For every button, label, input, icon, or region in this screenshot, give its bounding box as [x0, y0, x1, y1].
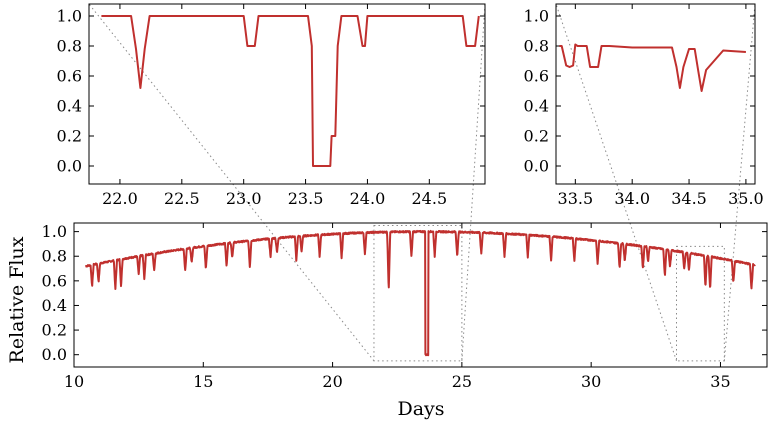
main-series-line [84, 229, 756, 357]
y-tick-label: 0.2 [42, 321, 67, 340]
inset-left-frame [88, 3, 486, 185]
y-tick-label: 0.4 [42, 296, 67, 315]
x-tick-label: 23.0 [226, 189, 262, 208]
y-tick-label: 0.4 [524, 97, 549, 116]
zoom-region-box [675, 245, 725, 362]
x-tick-label: 24.5 [412, 189, 448, 208]
inset-right-plot [559, 43, 746, 92]
y-tick-label: 0.6 [57, 67, 82, 86]
x-tick-label: 25 [452, 372, 472, 391]
y-tick-label: 0.0 [524, 157, 549, 176]
inset-right-ticks: 33.5 34.0 34.5 35.0 0.0 0.2 0.4 0.6 0.8 1.0 [524, 4, 764, 208]
x-tick-label: 35 [710, 372, 730, 391]
inset-right-panel: 33.5 34.0 34.5 35.0 0.0 0.2 0.4 0.6 0.8 1.0 [524, 3, 764, 208]
inset-left-series-line [101, 15, 480, 167]
x-tick-label: 22.0 [102, 189, 138, 208]
y-tick-label: 0.8 [42, 247, 67, 266]
x-tick-label: 30 [581, 372, 601, 391]
y-tick-label: 0.6 [524, 67, 549, 86]
y-tick-label: 0.6 [42, 271, 67, 290]
zoom-connector-line [88, 3, 375, 362]
inset-right-series-line [559, 43, 746, 92]
y-tick-label: 0.8 [57, 37, 82, 56]
y-tick-label: 0.2 [524, 127, 549, 146]
inset-left-panel: 22.0 22.5 23.0 23.5 24.0 24.5 0.0 0.2 0.4 0.6 0.8 1… [57, 3, 486, 208]
inset-left-ticks: 22.0 22.5 23.0 23.5 24.0 24.5 0.0 0.2 0.4 0.6 0.8 1… [57, 4, 485, 208]
y-tick-label: 0.0 [42, 345, 67, 364]
inset-left-plot [101, 15, 480, 167]
zoom-connector-line [461, 3, 486, 361]
zoom-guides [88, 3, 756, 362]
inset-right-frame [555, 3, 756, 185]
main-panel: 10 15 20 25 30 35 0.0 0.2 0.4 0.6 0.8 1.0 [42, 222, 768, 391]
x-tick-label: 34.0 [614, 189, 650, 208]
x-tick-label: 34.5 [671, 189, 707, 208]
x-axis-label: Days [397, 398, 444, 420]
x-tick-label: 23.5 [288, 189, 324, 208]
y-axis-label: Relative Flux [6, 236, 28, 363]
x-tick-label: 20 [322, 372, 342, 391]
y-tick-label: 1.0 [524, 7, 549, 26]
x-tick-label: 24.0 [350, 189, 386, 208]
x-tick-label: 33.5 [558, 189, 594, 208]
main-ticks: 10 15 20 25 30 35 0.0 0.2 0.4 0.6 0.8 1.0 [42, 222, 767, 391]
zoom-region-box [373, 224, 463, 362]
main-plot [84, 229, 756, 357]
x-tick-label: 10 [64, 372, 84, 391]
y-tick-label: 0.0 [57, 157, 82, 176]
y-tick-label: 1.0 [57, 7, 82, 26]
x-tick-label: 22.5 [164, 189, 200, 208]
x-tick-label: 35.0 [728, 189, 764, 208]
y-tick-label: 0.2 [57, 127, 82, 146]
y-tick-label: 0.8 [524, 37, 549, 56]
main-frame [73, 222, 768, 368]
zoom-connector-line [723, 3, 756, 361]
x-tick-label: 15 [193, 372, 213, 391]
y-tick-label: 1.0 [42, 222, 67, 241]
y-tick-label: 0.4 [57, 97, 82, 116]
